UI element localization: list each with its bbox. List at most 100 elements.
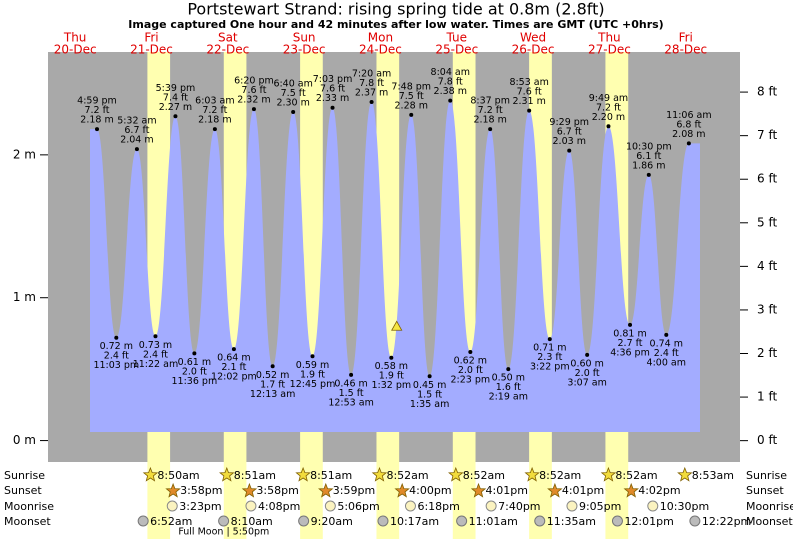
moon-phase-note: Full Moon | 5:50pm bbox=[178, 527, 269, 538]
tide-time: 6:20 pm bbox=[234, 76, 274, 87]
y2-tick-label: 8 ft bbox=[757, 85, 777, 99]
tide-ft-label: 7.8 ft bbox=[359, 78, 384, 89]
tide-ft-label: 2.1 ft bbox=[221, 362, 246, 373]
tide-ft-label: 2.4 ft bbox=[104, 351, 129, 362]
tide-time: 6:40 am bbox=[273, 79, 312, 90]
row-label: Sunset bbox=[4, 484, 42, 497]
sunset-time: 3:58pm bbox=[256, 484, 298, 497]
row-label: Sunset bbox=[746, 484, 784, 497]
tide-m-label: 2.38 m bbox=[434, 86, 467, 97]
tide-time: 2:19 am bbox=[489, 392, 528, 403]
moonset-icon bbox=[298, 515, 310, 527]
tide-point bbox=[448, 98, 453, 103]
tide-time: 7:03 pm bbox=[313, 74, 353, 85]
moonrise-time: 10:30pm bbox=[660, 500, 709, 513]
tide-m-label: 0.74 m bbox=[650, 338, 683, 349]
moonset-icon bbox=[689, 515, 701, 527]
tide-m-label: 2.03 m bbox=[553, 136, 586, 147]
day-date: 24-Dec bbox=[359, 43, 402, 57]
sunset-icon bbox=[470, 482, 487, 498]
sunrise-icon bbox=[448, 466, 464, 482]
moonset-time: 12:01pm bbox=[624, 515, 673, 528]
sunrise-time: 8:52am bbox=[386, 469, 428, 482]
tide-ft-label: 2.7 ft bbox=[618, 338, 643, 349]
tide-ft-label: 7.2 ft bbox=[84, 105, 109, 116]
tide-point bbox=[95, 127, 100, 132]
moonrise-icon bbox=[166, 500, 178, 512]
tide-m-label: 1.86 m bbox=[632, 160, 665, 171]
y-tick-label: 2 m bbox=[13, 147, 36, 161]
tide-point bbox=[212, 127, 217, 132]
sunrise-time: 8:52am bbox=[463, 469, 505, 482]
sunrise-time: 8:52am bbox=[539, 469, 581, 482]
day-weekday: Thu bbox=[597, 31, 621, 45]
tide-m-label: 2.18 m bbox=[80, 115, 113, 126]
day-weekday: Sat bbox=[218, 31, 238, 45]
tide-ft-label: 7.5 ft bbox=[399, 91, 424, 102]
day-date: 23-Dec bbox=[283, 43, 326, 57]
moonset-time: 8:10am bbox=[231, 515, 273, 528]
tide-ft-label: 7.2 ft bbox=[596, 102, 621, 113]
tide-m-label: 2.18 m bbox=[473, 115, 506, 126]
y2-tick-label: 5 ft bbox=[757, 215, 777, 229]
tide-time: 5:32 am bbox=[117, 116, 156, 127]
tide-time: 1:32 pm bbox=[371, 380, 411, 391]
moonrise-icon bbox=[324, 500, 336, 512]
moonset-icon bbox=[218, 515, 230, 527]
day-weekday: Mon bbox=[368, 31, 393, 45]
tide-point bbox=[646, 172, 651, 177]
tide-point bbox=[173, 114, 178, 119]
y2-tick-label: 3 ft bbox=[757, 302, 777, 316]
tide-m-label: 2.08 m bbox=[672, 129, 705, 140]
tide-m-label: 0.52 m bbox=[256, 370, 289, 381]
tide-time: 3:07 am bbox=[567, 377, 606, 388]
tide-m-label: 0.59 m bbox=[296, 360, 329, 371]
tide-time: 7:20 am bbox=[352, 69, 391, 80]
moonrise-icon bbox=[566, 500, 578, 512]
day-weekday: Wed bbox=[520, 31, 546, 45]
tide-point bbox=[251, 107, 256, 112]
sunrise-icon bbox=[677, 466, 693, 482]
chart-title: Portstewart Strand: rising spring tide a… bbox=[187, 0, 604, 19]
moonset-icon bbox=[377, 515, 389, 527]
day-weekday: Fri bbox=[144, 31, 158, 45]
tide-m-label: 0.50 m bbox=[492, 373, 525, 384]
row-label: Moonrise bbox=[746, 500, 793, 513]
tide-m-label: 2.27 m bbox=[159, 102, 192, 113]
tide-time: 3:22 pm bbox=[530, 362, 570, 373]
moonrise-time: 9:05pm bbox=[579, 500, 621, 513]
moonset-time: 10:17am bbox=[390, 515, 439, 528]
tide-time: 8:04 am bbox=[431, 67, 470, 78]
moonrise-icon bbox=[404, 500, 416, 512]
tide-point bbox=[349, 372, 354, 377]
tide-point bbox=[270, 364, 275, 369]
row-label: Moonset bbox=[4, 515, 51, 528]
tide-point bbox=[291, 110, 296, 114]
tide-ft-label: 1.7 ft bbox=[260, 379, 285, 390]
tide-point bbox=[427, 374, 432, 379]
tide-ft-label: 6.8 ft bbox=[676, 119, 701, 130]
day-date: 26-Dec bbox=[512, 43, 555, 57]
tide-ft-label: 7.6 ft bbox=[241, 85, 266, 96]
tide-time: 7:48 pm bbox=[391, 81, 431, 92]
moonset-time: 9:20am bbox=[311, 515, 353, 528]
tide-point bbox=[567, 148, 572, 153]
tide-m-label: 0.62 m bbox=[454, 356, 487, 367]
sunset-icon bbox=[241, 482, 258, 498]
tide-point bbox=[628, 322, 633, 327]
tide-m-label: 0.71 m bbox=[533, 343, 566, 354]
sunset-time: 3:59pm bbox=[333, 484, 375, 497]
tide-time: 12:45 pm bbox=[290, 379, 336, 390]
tide-time: 2:23 pm bbox=[451, 375, 491, 386]
y2-tick-label: 7 ft bbox=[757, 128, 777, 142]
tide-m-label: 2.18 m bbox=[198, 115, 231, 126]
sunset-icon bbox=[318, 482, 334, 498]
moonset-time: 11:35am bbox=[547, 515, 596, 528]
tide-m-label: 0.64 m bbox=[217, 353, 250, 364]
tide-point bbox=[468, 350, 473, 354]
moonset-icon bbox=[534, 515, 546, 527]
tide-point bbox=[585, 352, 590, 357]
tide-time: 4:00 am bbox=[647, 357, 686, 368]
